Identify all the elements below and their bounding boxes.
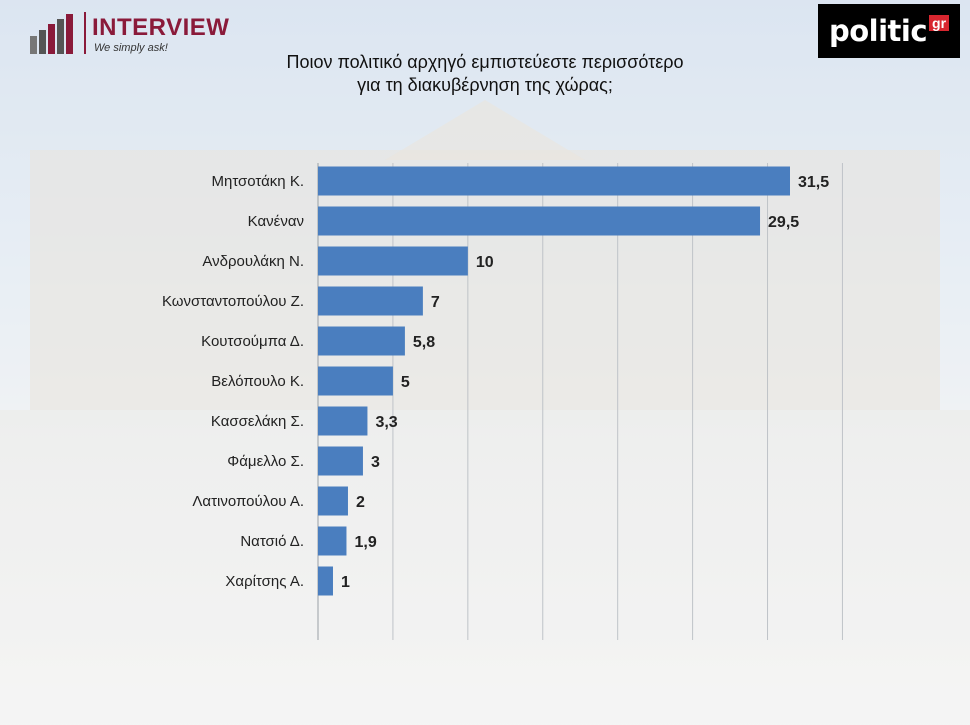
category-label: Λατινοπούλου Α. (192, 493, 304, 510)
category-label: Ανδρουλάκη Ν. (202, 253, 304, 270)
chart-title-line-1: Ποιον πολιτικό αρχηγό εμπιστεύεστε περισ… (286, 52, 684, 72)
category-label: Χαρίτσης Α. (225, 573, 304, 590)
data-label: 3,3 (375, 414, 397, 431)
category-label: Βελόπουλο Κ. (211, 373, 304, 390)
politic-logo-word: politic (828, 14, 928, 48)
data-label: 2 (356, 494, 365, 511)
bar (318, 526, 347, 556)
data-label: 1,9 (354, 534, 376, 551)
data-label: 7 (431, 294, 440, 311)
interview-logo-name: INTERVIEW (92, 14, 230, 41)
bar (318, 446, 363, 476)
bar (318, 206, 761, 236)
bar (318, 286, 423, 316)
data-label: 29,5 (768, 214, 799, 231)
background-ground (0, 410, 970, 725)
data-label: 3 (371, 454, 380, 471)
bar (318, 326, 405, 356)
data-label: 31,5 (798, 174, 829, 191)
politic-logo: politic gr (818, 4, 960, 58)
data-label: 10 (476, 254, 494, 271)
chart-title: Ποιον πολιτικό αρχηγό εμπιστεύεστε περισ… (0, 51, 970, 97)
interview-logo-tagline: We simply ask! (94, 42, 168, 54)
data-label: 5 (401, 374, 410, 391)
category-label: Κανέναν (248, 213, 304, 230)
politic-logo-suffix: gr (929, 15, 950, 31)
bar (318, 246, 468, 276)
category-label: Κασσελάκη Σ. (211, 413, 304, 430)
category-label: Κωνσταντοπούλου Ζ. (162, 293, 304, 310)
bar (318, 366, 393, 396)
bar (318, 166, 790, 196)
interview-logo: INTERVIEW We simply ask! (28, 8, 248, 58)
bar (318, 566, 333, 596)
category-label: Κουτσούμπα Δ. (201, 333, 304, 350)
bar (318, 486, 348, 516)
data-label: 1 (341, 574, 350, 591)
interview-bars-icon (30, 14, 73, 54)
category-label: Μητσοτάκη Κ. (211, 173, 304, 190)
interview-logo-divider (84, 12, 86, 54)
bar (318, 406, 368, 436)
chart-title-line-2: για τη διακυβέρνηση της χώρας; (357, 75, 613, 95)
category-label: Νατσιό Δ. (240, 533, 304, 550)
category-label: Φάμελλο Σ. (227, 453, 304, 470)
data-label: 5,8 (413, 334, 435, 351)
